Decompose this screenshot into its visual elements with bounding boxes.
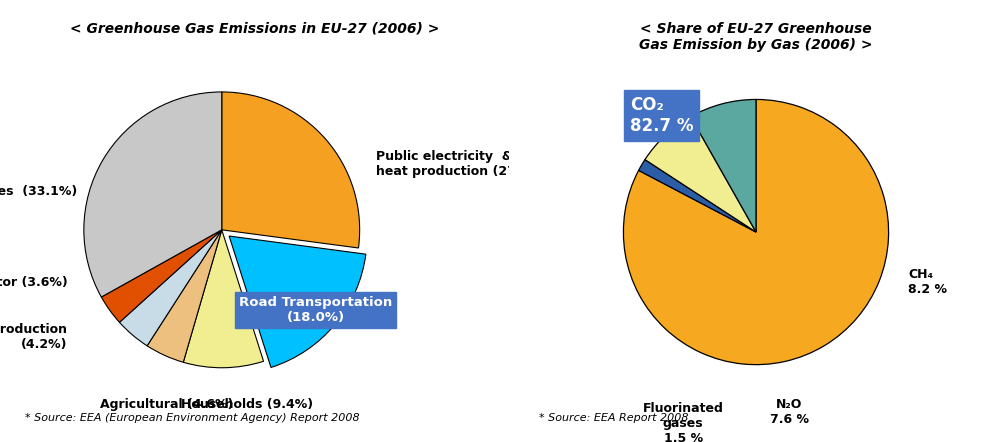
Text: * Source: EEA (European Environment Agency) Report 2008: * Source: EEA (European Environment Agen… <box>25 412 360 423</box>
FancyBboxPatch shape <box>0 0 514 442</box>
Wedge shape <box>84 92 222 297</box>
Text: CO₂
82.7 %: CO₂ 82.7 % <box>630 96 694 135</box>
Wedge shape <box>102 230 222 322</box>
Text: Fluorinated
gases
1.5 %: Fluorinated gases 1.5 % <box>643 402 724 442</box>
Wedge shape <box>183 230 263 368</box>
Wedge shape <box>222 92 360 248</box>
Wedge shape <box>229 236 366 367</box>
Text: Other Activities  (33.1%): Other Activities (33.1%) <box>0 185 77 198</box>
Text: N₂O
7.6 %: N₂O 7.6 % <box>770 398 808 426</box>
Wedge shape <box>645 117 756 232</box>
Text: CH₄
8.2 %: CH₄ 8.2 % <box>908 268 948 297</box>
Wedge shape <box>120 230 222 346</box>
Wedge shape <box>147 230 222 362</box>
FancyBboxPatch shape <box>499 0 1008 442</box>
Wedge shape <box>623 99 889 365</box>
Text: Tertiary Sector (3.6%): Tertiary Sector (3.6%) <box>0 276 68 289</box>
Wedge shape <box>639 160 756 232</box>
Text: Road Transportation
(18.0%): Road Transportation (18.0%) <box>239 296 392 324</box>
Text: Agricultural (4.6%): Agricultural (4.6%) <box>100 398 233 411</box>
Wedge shape <box>690 99 756 232</box>
Text: < Share of EU-27 Greenhouse
Gas Emission by Gas (2006) >: < Share of EU-27 Greenhouse Gas Emission… <box>639 22 873 52</box>
Text: < Greenhouse Gas Emissions in EU-27 (2006) >: < Greenhouse Gas Emissions in EU-27 (200… <box>70 22 439 35</box>
Text: Public electricity  &
heat production (27.1%): Public electricity & heat production (27… <box>376 150 548 178</box>
Text: Iron & Steel production
(4.2%): Iron & Steel production (4.2%) <box>0 324 68 351</box>
Text: * Source: EEA Report 2008: * Source: EEA Report 2008 <box>538 412 688 423</box>
Text: Households (9.4%): Households (9.4%) <box>180 398 312 411</box>
